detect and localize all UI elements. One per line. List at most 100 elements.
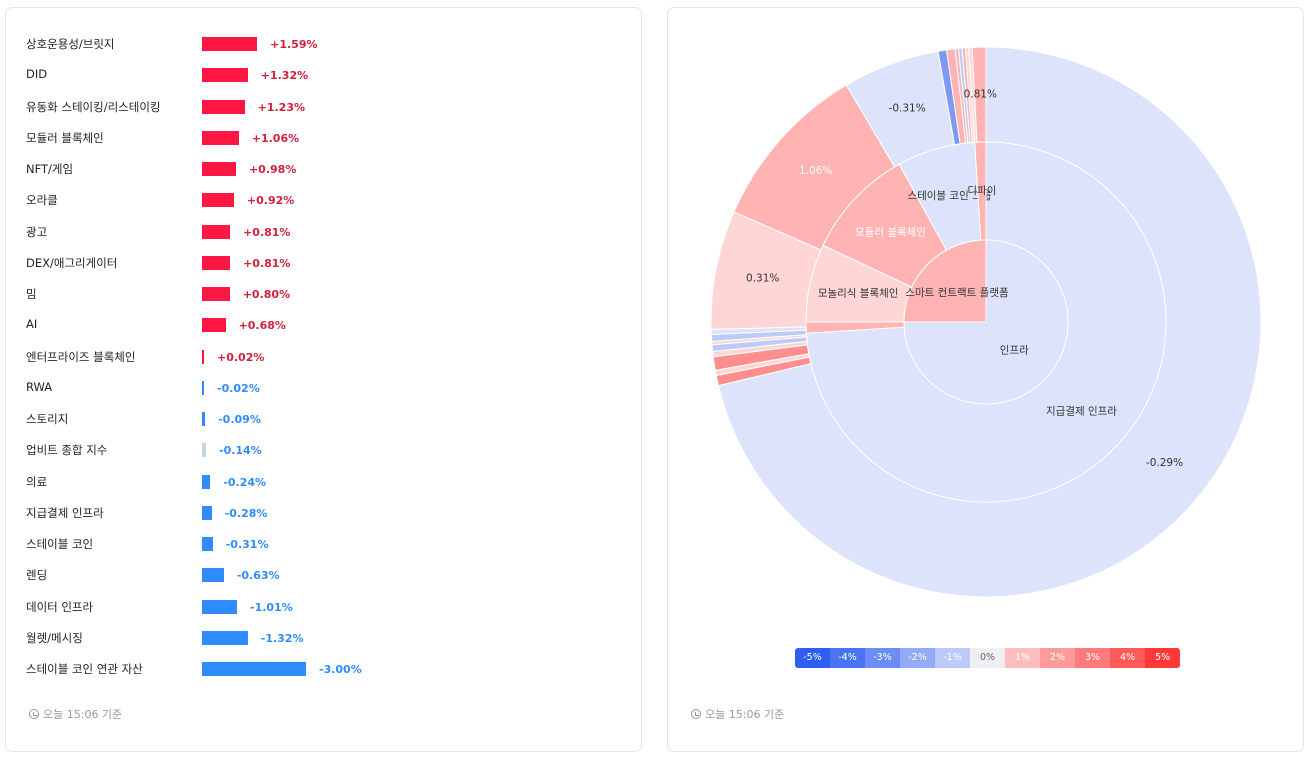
bar-label: 오라클 <box>26 193 58 208</box>
clock-icon <box>691 709 701 719</box>
bar-row[interactable]: DEX/애그리게이터 +0.81% <box>6 253 641 273</box>
bar-row[interactable]: 밈 +0.80% <box>6 284 641 304</box>
bar-label: DID <box>26 67 48 82</box>
bar-row[interactable]: DID +1.32% <box>6 65 641 85</box>
bar-label: 데이터 인프라 <box>26 599 94 614</box>
bar-label: 광고 <box>26 224 48 239</box>
bar-label: 스토리지 <box>26 412 69 426</box>
bar-value-label: +0.92% <box>246 194 295 208</box>
sunburst-panel: -0.29% 0.31% 1.06% -0.31% 0.81% 지급결제 인프라 모놀리식 … <box>667 7 1304 752</box>
bar-label: 스테이블 코인 <box>26 537 94 551</box>
color-legend: -5% -4% -3% -2% -1% 0% 1% 2% 3% 4% 5% <box>795 648 1180 668</box>
bar-label: 밈 <box>26 287 37 301</box>
bar-label: 월렛/메시징 <box>26 630 83 645</box>
bar-mark <box>202 568 224 583</box>
bar-value-label: +1.06% <box>251 131 300 145</box>
bar-row[interactable]: 오라클 +0.92% <box>6 190 641 210</box>
bar-value-label: -0.09% <box>218 413 261 426</box>
bar-mark <box>202 443 206 458</box>
bar-row[interactable]: 상호운용성/브릿지 +1.59% <box>6 34 641 54</box>
legend-swatch: 3% <box>1075 648 1110 668</box>
bar-mark <box>202 318 226 333</box>
bar-value-label: +1.32% <box>260 69 309 83</box>
bar-mark <box>202 349 204 364</box>
bar-row[interactable]: NFT/게임 +0.98% <box>6 159 641 179</box>
outer-ring-label: 0.81% <box>964 89 997 101</box>
inner-ring-segment[interactable] <box>903 239 1069 405</box>
right-footer-text: 오늘 15:06 기준 <box>705 708 785 721</box>
bar-mark <box>202 412 206 426</box>
bar-label: 유동화 스테이킹/리스테이킹 <box>26 99 161 114</box>
bar-value-label: +0.81% <box>243 256 291 270</box>
bar-label: 스테이블 코인 연관 자산 <box>26 662 143 676</box>
outer-ring-label: 1.06% <box>799 165 832 177</box>
bar-mark <box>202 37 258 51</box>
bar-value-label: -3.00% <box>319 663 362 676</box>
legend-swatch: -3% <box>865 648 900 668</box>
bar-row[interactable]: 스토리지 -0.09% <box>6 409 641 429</box>
bar-row[interactable]: 지급결제 인프라 -0.28% <box>6 503 641 523</box>
bar-label: 업비트 종합 지수 <box>26 443 108 458</box>
bar-row[interactable]: 광고 +0.81% <box>6 222 641 242</box>
inner-ring-label: 인프라 <box>1000 344 1029 356</box>
legend-swatch: 1% <box>1005 648 1040 668</box>
bar-row[interactable]: 업비트 종합 지수 -0.14% <box>6 440 641 460</box>
bar-value-label: +0.02% <box>217 350 265 364</box>
bar-value-label: -0.28% <box>224 506 268 520</box>
bar-row[interactable]: 월렛/메시징 -1.32% <box>6 628 641 648</box>
outer-ring-label: -0.29% <box>1146 457 1183 469</box>
bar-value-label: -0.02% <box>217 381 260 395</box>
outer-ring-label: -0.31% <box>889 103 926 115</box>
middle-ring-label: 모듈러 블록체인 <box>855 226 926 238</box>
bar-mark <box>202 68 248 83</box>
clock-icon <box>29 709 39 719</box>
bar-value-label: +1.59% <box>270 38 318 51</box>
bar-label: 의료 <box>26 474 48 489</box>
bar-row[interactable]: RWA -0.02% <box>6 378 641 398</box>
bar-value-label: -0.14% <box>219 444 262 458</box>
bar-label: 상호운용성/브릿지 <box>26 37 115 51</box>
bar-row[interactable]: AI +0.68% <box>6 315 641 335</box>
bar-row[interactable]: 스테이블 코인 -0.31% <box>6 534 641 554</box>
bar-mark <box>202 474 211 489</box>
bar-value-label: +0.68% <box>238 319 286 333</box>
bar-row[interactable]: 렌딩 -0.63% <box>6 565 641 585</box>
bar-row[interactable]: 모듈러 블록체인 +1.06% <box>6 128 641 148</box>
bar-label: RWA <box>26 379 53 394</box>
middle-ring-label: 스테이블 코인 그룹 <box>907 190 991 202</box>
bar-value-label: -0.24% <box>223 475 267 489</box>
legend-swatch: -5% <box>795 648 830 668</box>
middle-ring-label: 디파이 <box>967 185 996 197</box>
bar-value-label: -0.31% <box>225 538 269 551</box>
bar-row[interactable]: 엔터프라이즈 블록체인 +0.02% <box>6 347 641 367</box>
bar-row[interactable]: 스테이블 코인 연관 자산 -3.00% <box>6 659 641 679</box>
bar-mark <box>202 162 236 176</box>
bar-mark <box>202 599 237 614</box>
bar-mark <box>202 99 245 114</box>
bar-label: 렌딩 <box>26 568 48 583</box>
bar-label: AI <box>26 317 38 332</box>
bar-label: DEX/애그리게이터 <box>26 255 118 270</box>
bar-row[interactable]: 데이터 인프라 -1.01% <box>6 597 641 617</box>
bar-row[interactable]: 유동화 스테이킹/리스테이킹 +1.23% <box>6 97 641 117</box>
bar-mark <box>202 193 234 208</box>
bar-mark <box>202 255 231 270</box>
legend-swatch: 2% <box>1040 648 1075 668</box>
bar-value-label: +0.98% <box>248 163 297 176</box>
category-bar-panel: 상호운용성/브릿지 +1.59% DID +1.32% 유동화 스테이킹/리스테이킹 +1… <box>5 7 642 752</box>
bar-mark <box>202 505 212 520</box>
legend-swatch: -1% <box>935 648 970 668</box>
bar-mark <box>202 287 230 301</box>
inner-ring-label: 스마트 컨트랙트 플랫폼 <box>905 287 1009 299</box>
bar-mark <box>202 380 204 395</box>
bar-value-label: +0.81% <box>243 225 291 239</box>
legend-swatch: 0% <box>970 648 1005 668</box>
bar-mark <box>202 537 213 551</box>
outer-ring-label: 0.31% <box>746 272 779 284</box>
bar-value-label: +1.23% <box>257 100 306 114</box>
legend-swatch: -4% <box>830 648 865 668</box>
legend-swatch: 4% <box>1110 648 1145 668</box>
inner-ring-segment[interactable] <box>903 239 987 323</box>
bar-label: NFT/게임 <box>26 162 74 176</box>
bar-row[interactable]: 의료 -0.24% <box>6 472 641 492</box>
